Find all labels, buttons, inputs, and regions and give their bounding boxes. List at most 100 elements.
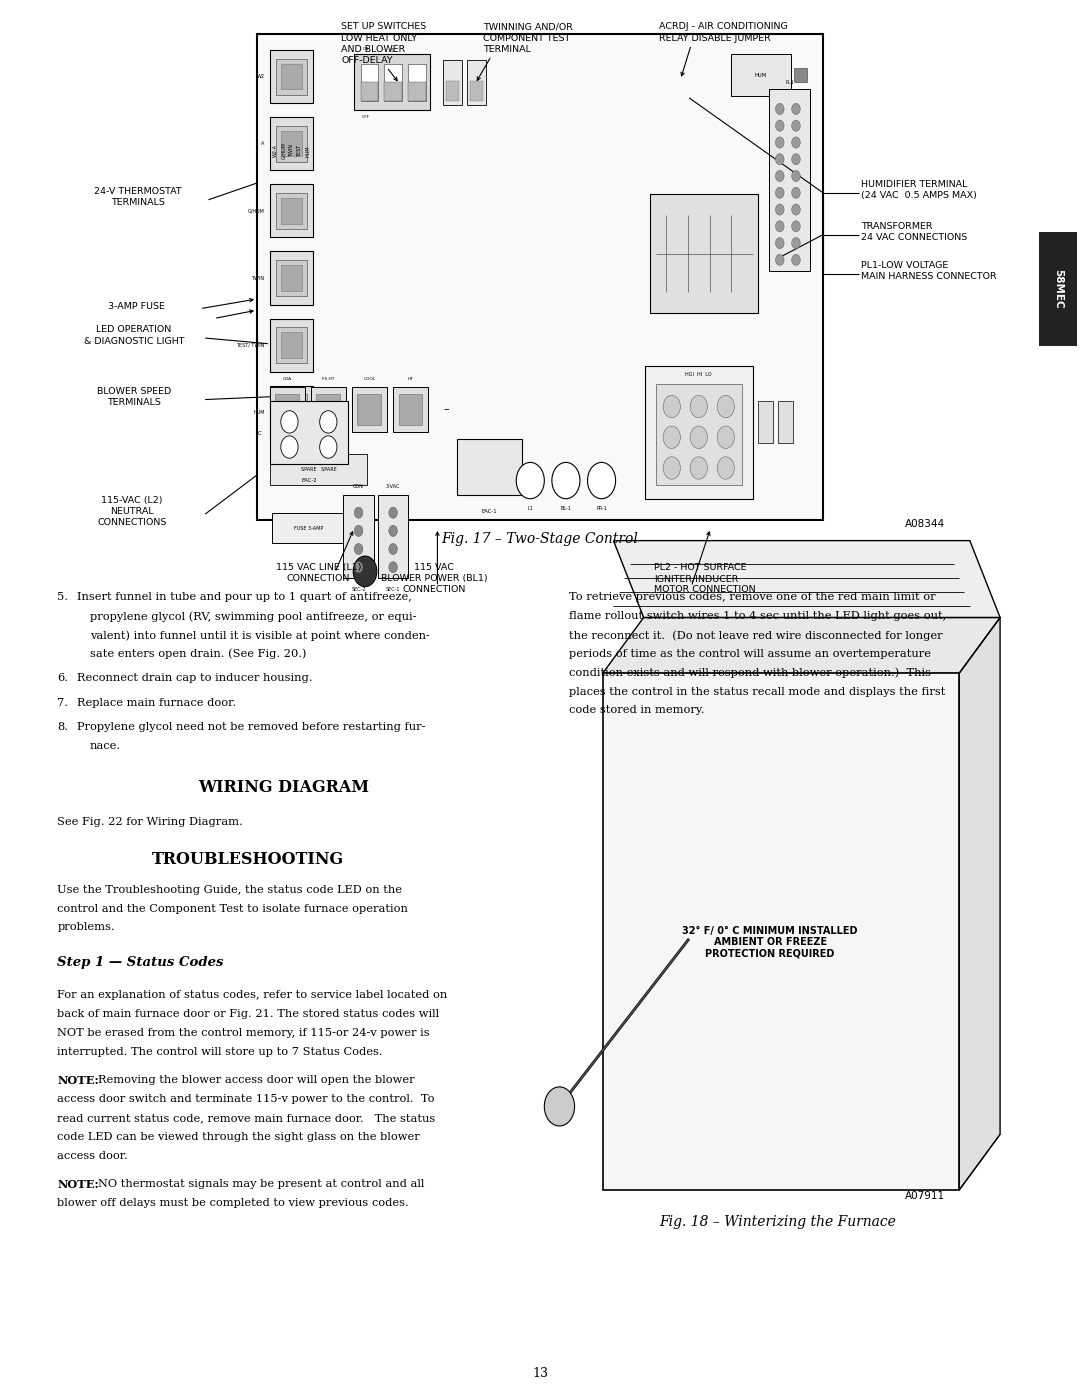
Text: HUM: HUM [754,73,767,78]
Text: AND BLOWER: AND BLOWER [341,45,405,53]
Bar [276,394,307,430]
Bar [361,64,378,101]
Text: 6.: 6. [57,673,68,683]
Circle shape [354,543,363,555]
Text: NOTE:: NOTE: [57,1076,99,1085]
Text: blower off delays must be completed to view previous codes.: blower off delays must be completed to v… [57,1197,409,1208]
Circle shape [775,237,784,249]
Circle shape [792,187,800,198]
Circle shape [353,556,377,587]
Text: NOTE:: NOTE: [57,1179,99,1190]
Bar [408,82,426,101]
Text: MAIN HARNESS CONNECTOR: MAIN HARNESS CONNECTOR [861,272,997,281]
Bar [408,64,426,101]
Bar [361,82,378,101]
Text: TWIN: TWIN [252,275,265,281]
Text: Fig. 18 – Winterizing the Furnace: Fig. 18 – Winterizing the Furnace [659,1215,896,1229]
Text: 58MEC: 58MEC [1053,270,1063,309]
Bar [281,332,302,358]
Bar [311,387,346,432]
Bar [352,387,387,432]
Circle shape [663,457,680,479]
Text: 3-AMP FUSE: 3-AMP FUSE [108,302,164,310]
Bar [270,50,313,103]
Bar [270,454,367,485]
Text: CDA: CDA [283,377,292,381]
Text: –: – [443,404,449,415]
Bar [270,401,348,464]
Bar [276,260,307,296]
Circle shape [792,221,800,232]
Text: SET UP SWITCHES: SET UP SWITCHES [341,22,427,31]
Bar [378,495,408,578]
Text: ON: ON [363,47,368,52]
Text: CONNECTION: CONNECTION [403,585,465,594]
Text: sate enters open drain. (See Fig. 20.): sate enters open drain. (See Fig. 20.) [90,648,306,659]
Text: CONNECTION: CONNECTION [287,574,350,583]
Polygon shape [959,617,1000,1190]
Bar [470,81,483,101]
Circle shape [389,525,397,536]
Bar [275,394,299,425]
Bar [393,387,428,432]
Text: BLOWER POWER (BL1): BLOWER POWER (BL1) [381,574,487,583]
Circle shape [775,204,784,215]
Text: 115 VAC LINE (L1): 115 VAC LINE (L1) [275,563,362,571]
Text: CONNECTIONS: CONNECTIONS [97,518,166,527]
Bar [399,394,422,425]
Text: To retrieve previous codes, remove one of the red main limit or: To retrieve previous codes, remove one o… [569,592,935,602]
Text: G/HUM: G/HUM [247,208,265,214]
Text: BLOWER SPEED: BLOWER SPEED [97,387,171,395]
Text: 24-V THERMOSTAT: 24-V THERMOSTAT [94,187,183,196]
Text: MOTOR CONNECTION: MOTOR CONNECTION [654,585,756,594]
Text: FS HT: FS HT [322,377,335,381]
Bar [281,265,302,291]
Text: PR-1: PR-1 [596,506,607,511]
Text: OFF: OFF [362,115,369,119]
Text: HUM: HUM [253,409,265,415]
Circle shape [717,426,734,448]
Bar [270,251,313,305]
Bar [276,327,307,363]
Circle shape [320,411,337,433]
Text: WIRING DIAGRAM: WIRING DIAGRAM [199,780,369,796]
Text: 115-VAC (L2): 115-VAC (L2) [102,496,162,504]
Bar [276,193,307,229]
Text: TRANSFORMER: TRANSFORMER [861,222,932,231]
Circle shape [690,457,707,479]
Text: access door switch and terminate 115-v power to the control.  To: access door switch and terminate 115-v p… [57,1094,435,1104]
Text: TEST/ TWIN: TEST/ TWIN [237,342,265,348]
Circle shape [389,507,397,518]
Text: problems.: problems. [57,922,114,932]
Text: control and the Component Test to isolate furnace operation: control and the Component Test to isolat… [57,904,408,914]
Circle shape [354,525,363,536]
Text: 7.: 7. [57,698,68,708]
Text: See Fig. 22 for Wiring Diagram.: See Fig. 22 for Wiring Diagram. [57,817,243,827]
Text: LED OPERATION: LED OPERATION [96,326,172,334]
Circle shape [690,426,707,448]
Text: EAC-1: EAC-1 [482,509,497,514]
Bar [316,394,340,425]
Circle shape [792,254,800,265]
Circle shape [281,411,298,433]
Bar [650,194,758,313]
Text: condition exists and will respond with blower operation.)  This: condition exists and will respond with b… [569,668,931,679]
Circle shape [320,436,337,458]
Text: code stored in memory.: code stored in memory. [569,705,704,715]
Circle shape [792,154,800,165]
Text: 13: 13 [532,1366,548,1380]
Circle shape [389,562,397,573]
Bar [603,673,959,1190]
Circle shape [775,120,784,131]
Circle shape [690,395,707,418]
Text: W2-A
G/HUM
TWIN
TEST
HUM: W2-A G/HUM TWIN TEST HUM [273,142,311,159]
Bar [656,384,742,485]
Text: For an explanation of status codes, refer to service label located on: For an explanation of status codes, refe… [57,990,447,1000]
Text: TWINNING AND/OR: TWINNING AND/OR [483,22,572,31]
Bar [769,89,810,271]
Bar [270,117,313,170]
Text: A07911: A07911 [905,1190,945,1200]
Bar [467,60,486,105]
Bar [384,64,402,101]
Text: periods of time as the control will assume an overtemperature: periods of time as the control will assu… [569,648,931,659]
